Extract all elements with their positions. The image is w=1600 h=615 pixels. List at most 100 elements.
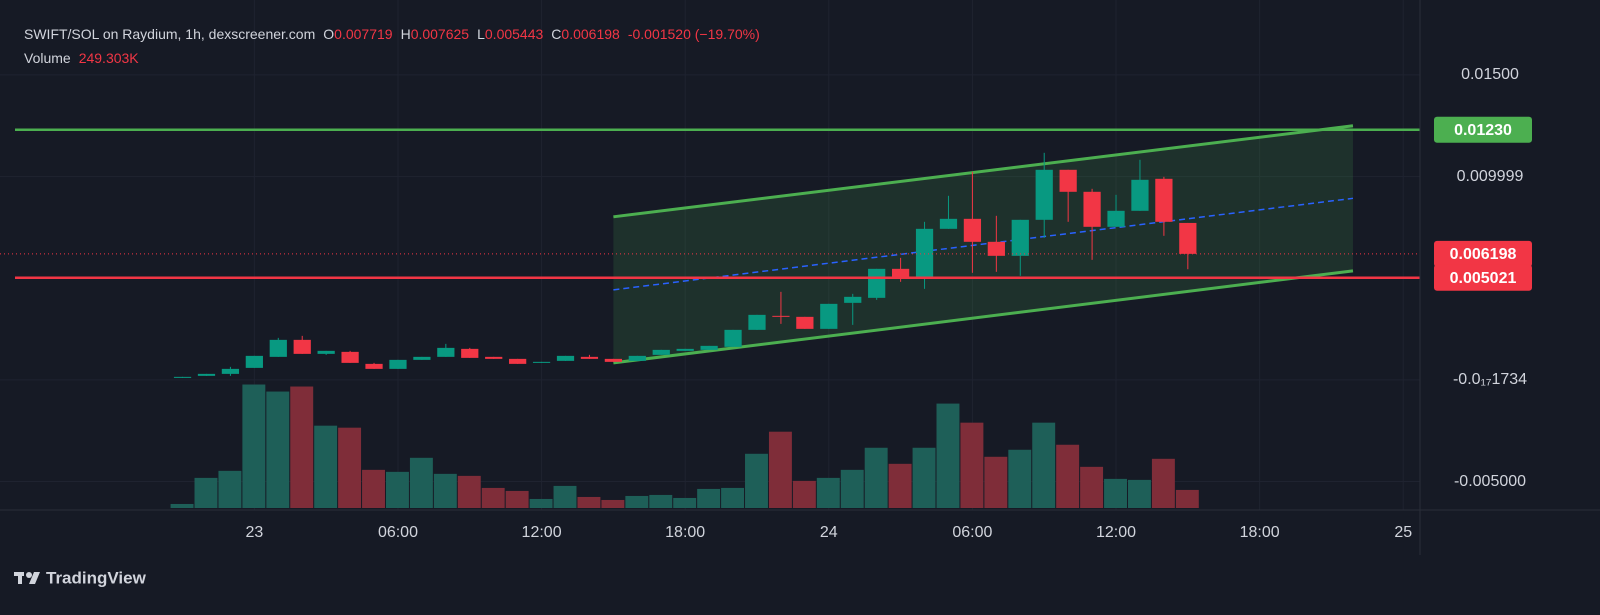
open-value: 0.007719: [334, 26, 393, 42]
candle-body: [1131, 179, 1149, 211]
volume-value: 249.303K: [79, 50, 140, 66]
candle-body: [1107, 210, 1125, 227]
candle-body: [820, 303, 838, 329]
legend-line: SWIFT/SOL on Raydium, 1h, dexscreener.co…: [24, 26, 760, 42]
volume-bar: [745, 453, 768, 508]
candle-body: [628, 355, 646, 361]
price-badge-label: 0.01230: [1454, 122, 1512, 139]
candle-body: [604, 358, 622, 362]
candle-body: [1179, 222, 1197, 254]
candle-body: [724, 329, 742, 347]
x-tick-label: 12:00: [1096, 524, 1136, 541]
candle-body: [556, 355, 575, 361]
volume-bar: [290, 386, 314, 508]
volume-bar: [1080, 466, 1104, 508]
candle-body: [987, 241, 1005, 256]
x-tick-label: 23: [245, 524, 263, 541]
volume-bar: [1032, 422, 1056, 508]
volume-bar: [529, 498, 553, 508]
volume-bar: [960, 422, 984, 508]
price-badge: [1434, 264, 1532, 291]
volume-bar: [577, 496, 601, 508]
candle-body: [796, 316, 814, 329]
volume-bar: [936, 403, 960, 508]
volume-bar: [768, 431, 792, 508]
volume-bar: [553, 485, 577, 508]
volume-bar: [649, 494, 673, 508]
candle-body: [1059, 169, 1077, 192]
y-tick-label: -0.005000: [1454, 473, 1526, 490]
volume-bar: [1175, 489, 1199, 508]
volume-bar: [505, 490, 529, 508]
low-label: L: [477, 26, 485, 42]
price-badge-label: 0.005021: [1450, 270, 1517, 287]
volume-bar: [314, 425, 338, 508]
volume-bar: [912, 447, 936, 508]
candle-body: [173, 376, 192, 378]
x-tick-label: 06:00: [378, 524, 418, 541]
candle-body: [509, 358, 527, 364]
candle-body: [269, 339, 287, 357]
channel-median: [613, 197, 1354, 291]
horizontal-lines: 0.01230 0.006198 0.005021: [0, 116, 1532, 291]
candle-body: [652, 349, 670, 355]
logo-part: [29, 572, 40, 584]
volume-bar: [194, 477, 218, 508]
close-label: C: [551, 26, 561, 42]
volume-legend: Volume 249.303K: [24, 50, 139, 66]
volume-bar: [673, 497, 697, 508]
x-tick-label: 18:00: [1240, 524, 1280, 541]
candle-body: [844, 296, 862, 303]
candle-body: [532, 361, 551, 363]
candle-body: [939, 218, 958, 229]
candle-body: [485, 356, 503, 359]
candle-body: [1083, 191, 1101, 227]
volume-label: Volume: [24, 50, 71, 66]
volume-bar: [385, 471, 409, 508]
candle-body: [317, 350, 335, 354]
price-badge-label: 0.006198: [1450, 246, 1517, 263]
open-label: O: [323, 26, 334, 42]
volume-bar: [433, 473, 457, 508]
candle-body: [676, 348, 694, 351]
x-tick-label: 25: [1394, 524, 1412, 541]
axes: 23 06:00 12:00 18:00 24 06:00 12:00 18:00 25 0.01…: [245, 66, 1527, 541]
candle-body: [461, 348, 479, 358]
x-tick-label: 06:00: [952, 524, 992, 541]
channel-lower: [613, 269, 1354, 365]
volume-bar: [721, 487, 745, 508]
logo-part: [18, 572, 22, 584]
volume-bar: [792, 480, 816, 508]
y-tick-label: 0.009999: [1457, 168, 1524, 185]
candle-body: [1035, 169, 1053, 220]
candle-body: [365, 363, 383, 369]
y-tick-label: -0.0₁₇1734: [1453, 371, 1527, 388]
y-tick-label: 0.01500: [1461, 66, 1519, 83]
brand-logo: TradingView: [14, 568, 147, 587]
change-value: -0.001520 (−19.70%): [628, 26, 760, 42]
volume-bar: [840, 469, 864, 508]
volume-bar: [362, 469, 385, 508]
channel-upper: [613, 124, 1354, 219]
high-label: H: [401, 26, 411, 42]
volume-bar: [266, 391, 290, 508]
low-value: 0.005443: [485, 26, 544, 42]
volume-bar: [1008, 449, 1032, 508]
volume-bar: [625, 495, 649, 508]
candle-body: [437, 347, 455, 357]
volume-bar: [601, 499, 625, 508]
close-value: 0.006198: [561, 26, 620, 42]
candle-body: [293, 339, 311, 354]
volume-bar: [170, 503, 194, 508]
volume-bars: [170, 384, 1199, 508]
volume-bar: [888, 463, 912, 508]
grid: [0, 0, 1420, 510]
candle-body: [1011, 219, 1029, 256]
volume-bar: [242, 384, 266, 508]
candle-body: [891, 268, 910, 277]
x-tick-label: 12:00: [522, 524, 562, 541]
candle-body: [197, 373, 216, 376]
volume-bar: [1151, 458, 1175, 508]
